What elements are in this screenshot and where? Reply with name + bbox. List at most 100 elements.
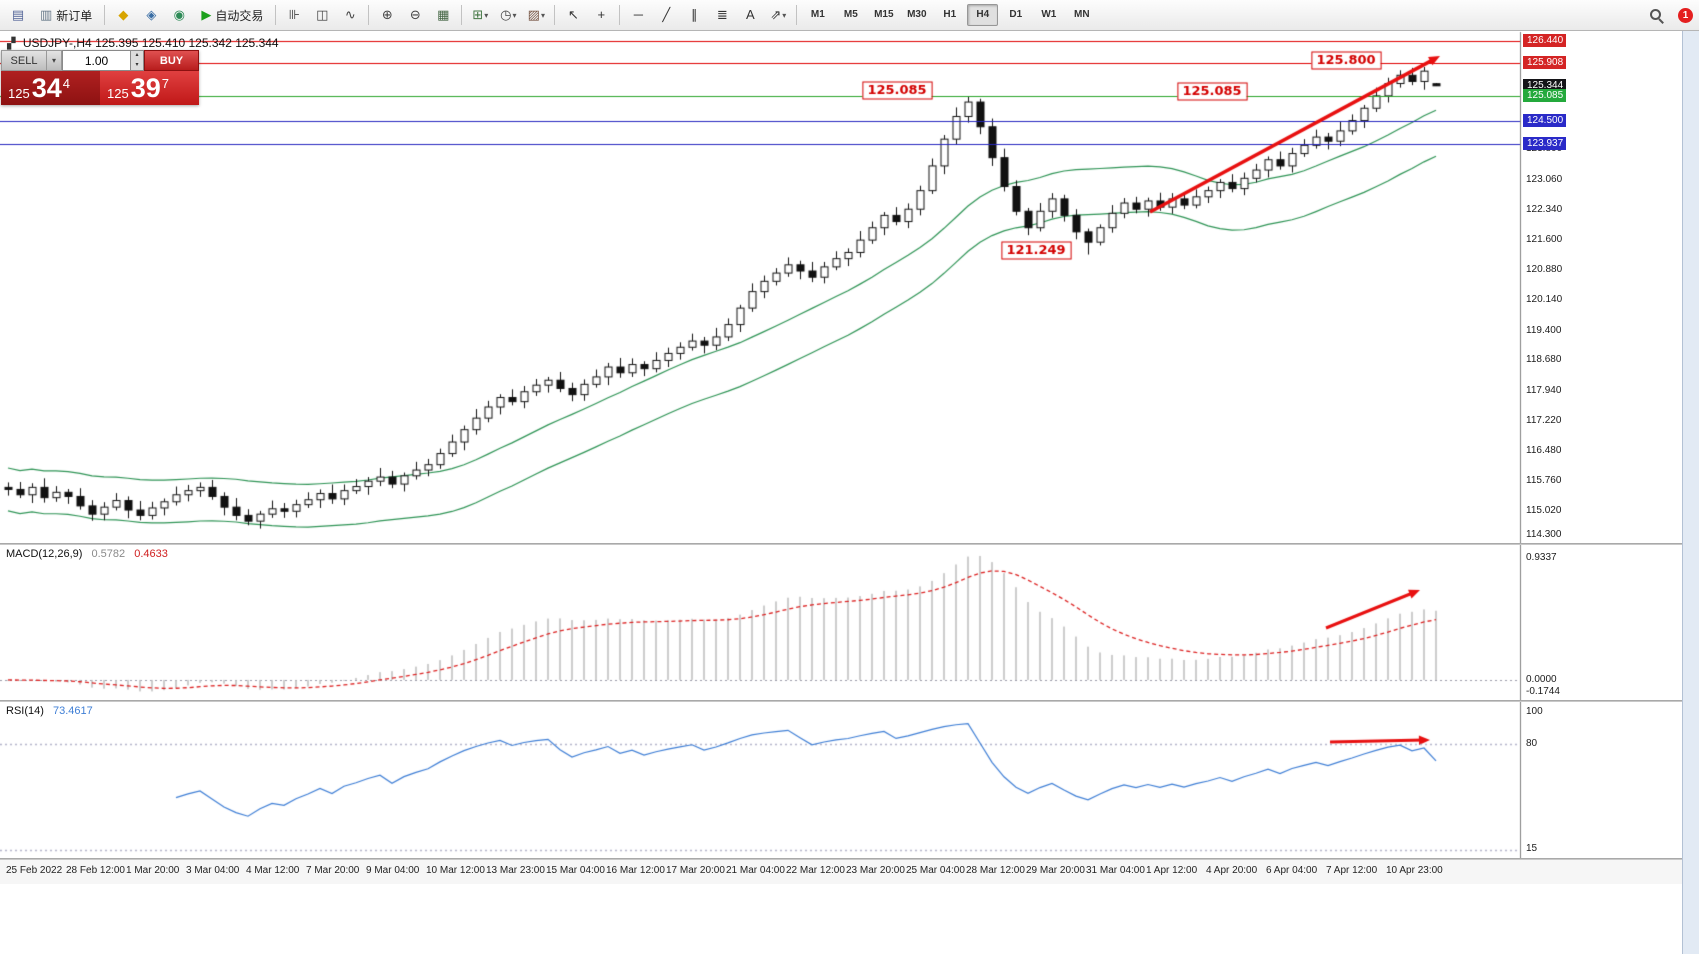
macd-value-main: 0.5782 [91, 548, 126, 560]
channel-icon: ∥ [691, 7, 698, 22]
time-axis-label: 21 Mar 04:00 [726, 865, 785, 876]
chevron-down-icon: ▾ [540, 10, 545, 20]
time-axis-label: 13 Mar 23:00 [486, 865, 545, 876]
trade-panel-price-row: 125 34 4 125 39 7 [1, 71, 199, 105]
time-axis-label: 31 Mar 04:00 [1086, 865, 1145, 876]
data-window-icon: ◈ [146, 7, 157, 22]
timeframe-m30-button[interactable]: M30 [907, 9, 927, 20]
time-axis-label: 1 Apr 12:00 [1146, 865, 1198, 876]
buy-price-display[interactable]: 125 39 7 [100, 71, 199, 105]
candlestick-chart-icon: ◫ [316, 7, 329, 22]
macd-indicator-header: MACD(12,26,9) 0.5782 0.4633 [6, 548, 168, 560]
crosshair-button[interactable]: + [588, 3, 614, 27]
periods-button[interactable]: ◷ ▾ [495, 3, 521, 27]
toolbar-separator [368, 5, 370, 25]
zoom-out-button[interactable]: ⊖ [402, 3, 428, 27]
market-watch-button[interactable]: ◆ [110, 3, 136, 27]
tile-windows-button[interactable]: ▦ [430, 3, 456, 27]
toolbar-separator [619, 5, 621, 25]
sell-price-display[interactable]: 125 34 4 [1, 71, 100, 105]
vertical-scrollbar[interactable] [1682, 0, 1699, 954]
toolbar-separator [275, 5, 277, 25]
chart-window-button[interactable]: ▤ [5, 3, 31, 27]
buy-price-base: 125 [107, 85, 129, 101]
toolbar-separator [104, 5, 106, 25]
tile-windows-icon: ▦ [437, 7, 450, 22]
time-axis-label: 25 Mar 04:00 [906, 865, 965, 876]
timeframe-m15-button[interactable]: M15 [874, 9, 894, 20]
timeframe-m1-button[interactable]: M1 [810, 9, 825, 20]
autotrading-button-label: 自动交易 [215, 8, 264, 23]
time-axis-strip [0, 860, 1699, 884]
chevron-down-icon: ▾ [512, 10, 517, 20]
panel-separator[interactable] [0, 543, 1699, 545]
channel-button[interactable]: ∥ [681, 3, 707, 27]
new-order-button[interactable]: ▥ 新订单 [33, 3, 99, 27]
text-button[interactable]: A [737, 3, 763, 27]
time-axis-label: 4 Mar 12:00 [246, 865, 300, 876]
order-type-dropdown[interactable]: ▾ [47, 50, 62, 71]
time-axis-label: 28 Feb 12:00 [66, 865, 125, 876]
spinner-down-icon[interactable]: ▾ [135, 61, 139, 68]
time-axis-label: 9 Mar 04:00 [366, 865, 420, 876]
timeframe-h4-button[interactable]: H4 [967, 4, 999, 26]
time-axis-label: 22 Mar 12:00 [786, 865, 845, 876]
timeframe-d1-button[interactable]: D1 [1009, 9, 1023, 20]
volume-input[interactable] [62, 50, 131, 71]
fibonacci-button[interactable]: ≣ [709, 3, 735, 27]
bar-chart-button[interactable]: ⊪ [281, 3, 307, 27]
timeframe-m5-button[interactable]: M5 [843, 9, 858, 20]
cursor-button[interactable]: ↖ [560, 3, 586, 27]
panel-separator[interactable] [0, 858, 1699, 860]
search-button[interactable] [1643, 3, 1669, 27]
toolbar-items: ▤ ▥ 新订单 ◆ ◈ ◉ ▶ 自动交易 ⊪ ◫ ∿ ⊕ ⊖ ▦ ⊞ ▾ ◷ ▾ ▨ ▾ ↖ + ─ ╱ ∥ ≣ A ⇗ ▾ M1 M5 M1… [4, 3, 1098, 27]
chart-type-icon: ▞ [7, 38, 16, 50]
rsi-value: 73.4617 [52, 705, 93, 717]
notification-badge[interactable]: 1 [1678, 7, 1693, 23]
autotrading-icon: ▶ [201, 7, 212, 22]
timeframe-w1-button[interactable]: W1 [1041, 9, 1057, 20]
data-window-button[interactable]: ◈ [138, 3, 164, 27]
time-axis-label: 4 Apr 20:00 [1206, 865, 1258, 876]
ohlc-values: 125.395 125.410 125.342 125.344 [95, 36, 279, 50]
buy-price-point: 7 [161, 75, 169, 91]
templates-button[interactable]: ▨ ▾ [523, 3, 549, 27]
fibonacci-icon: ≣ [716, 7, 728, 22]
zoom-in-button[interactable]: ⊕ [374, 3, 400, 27]
one-click-trading-panel: SELL ▾ ▴ ▾ BUY 125 34 4 125 39 7 [1, 50, 199, 105]
time-axis-label: 7 Apr 12:00 [1326, 865, 1378, 876]
chevron-down-icon: ▾ [782, 10, 787, 20]
timeframe-h1-button[interactable]: H1 [943, 9, 957, 20]
cursor-icon: ↖ [567, 7, 579, 22]
arrows-button[interactable]: ⇗ ▾ [765, 3, 791, 27]
toolbar-separator [461, 5, 463, 25]
buy-price-pips: 39 [130, 73, 161, 103]
volume-stepper[interactable]: ▴ ▾ [131, 50, 144, 71]
bar-chart-icon: ⊪ [288, 7, 300, 22]
timeframe-mn-button[interactable]: MN [1074, 9, 1090, 20]
spinner-up-icon[interactable]: ▴ [135, 52, 139, 58]
macd-value-signal: 0.4633 [134, 548, 168, 560]
sell-price-point: 4 [62, 75, 70, 91]
trendline-button[interactable]: ╱ [653, 3, 679, 27]
candlestick-chart-button[interactable]: ◫ [309, 3, 335, 27]
time-axis-label: 28 Mar 12:00 [966, 865, 1025, 876]
indicators-button[interactable]: ⊞ ▾ [467, 3, 493, 27]
panel-separator[interactable] [0, 700, 1699, 702]
buy-button[interactable]: BUY [144, 50, 199, 71]
chevron-down-icon: ▾ [51, 56, 56, 65]
time-axis-label: 15 Mar 04:00 [546, 865, 605, 876]
line-chart-button[interactable]: ∿ [337, 3, 363, 27]
arrows-icon: ⇗ [770, 7, 782, 22]
navigator-button[interactable]: ◉ [166, 3, 192, 27]
hline-button[interactable]: ─ [625, 3, 651, 27]
new-order-icon: ▥ [40, 7, 53, 22]
market-watch-icon: ◆ [118, 7, 129, 22]
time-axis-label: 17 Mar 20:00 [666, 865, 725, 876]
autotrading-button[interactable]: ▶ 自动交易 [194, 3, 270, 27]
text-icon: A [745, 7, 755, 22]
navigator-icon: ◉ [173, 7, 185, 22]
sell-button[interactable]: SELL [1, 50, 47, 71]
periods-icon: ◷ [500, 7, 512, 22]
